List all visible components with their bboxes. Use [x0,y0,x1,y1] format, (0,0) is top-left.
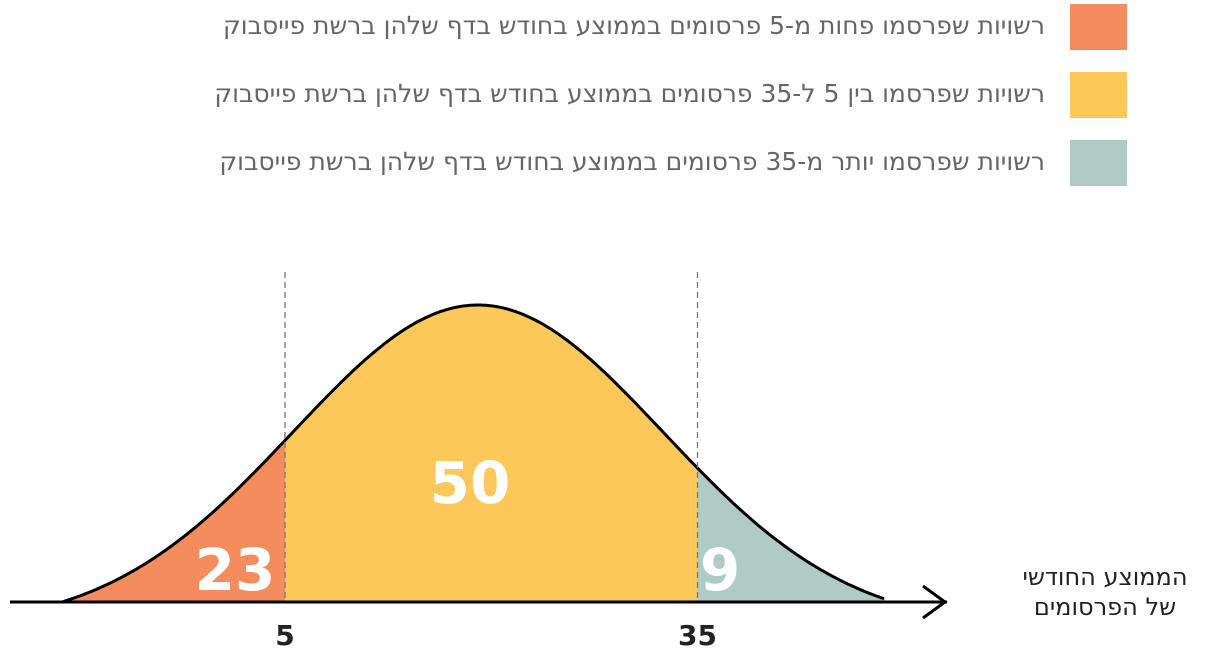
legend-swatch [1070,140,1127,186]
x-axis-label: הממוצע החודשי [1022,563,1187,591]
legend-label: רשויות שפרסמו יותר מ-35 פרסומים בממוצע ב… [219,147,1045,176]
axis-arrow [922,584,948,620]
legend-swatch [1070,72,1127,118]
curve [61,303,885,604]
value-label: 50 [430,449,511,517]
legend-swatch [1070,4,1127,50]
x-axis-label: של הפרסומים [1034,593,1176,621]
x-tick-label: 35 [678,619,717,652]
value-label: 9 [700,536,740,604]
region [62,440,285,602]
x-tick-label: 5 [275,619,294,652]
region [697,468,885,602]
legend-label: רשויות שפרסמו פחות מ-5 פרסומים בממוצע בח… [223,11,1045,40]
value-label: 23 [195,536,276,604]
region [285,305,698,602]
legend-label: רשויות שפרסמו בין 5 ל-35 פרסומים בממוצע … [214,79,1045,108]
